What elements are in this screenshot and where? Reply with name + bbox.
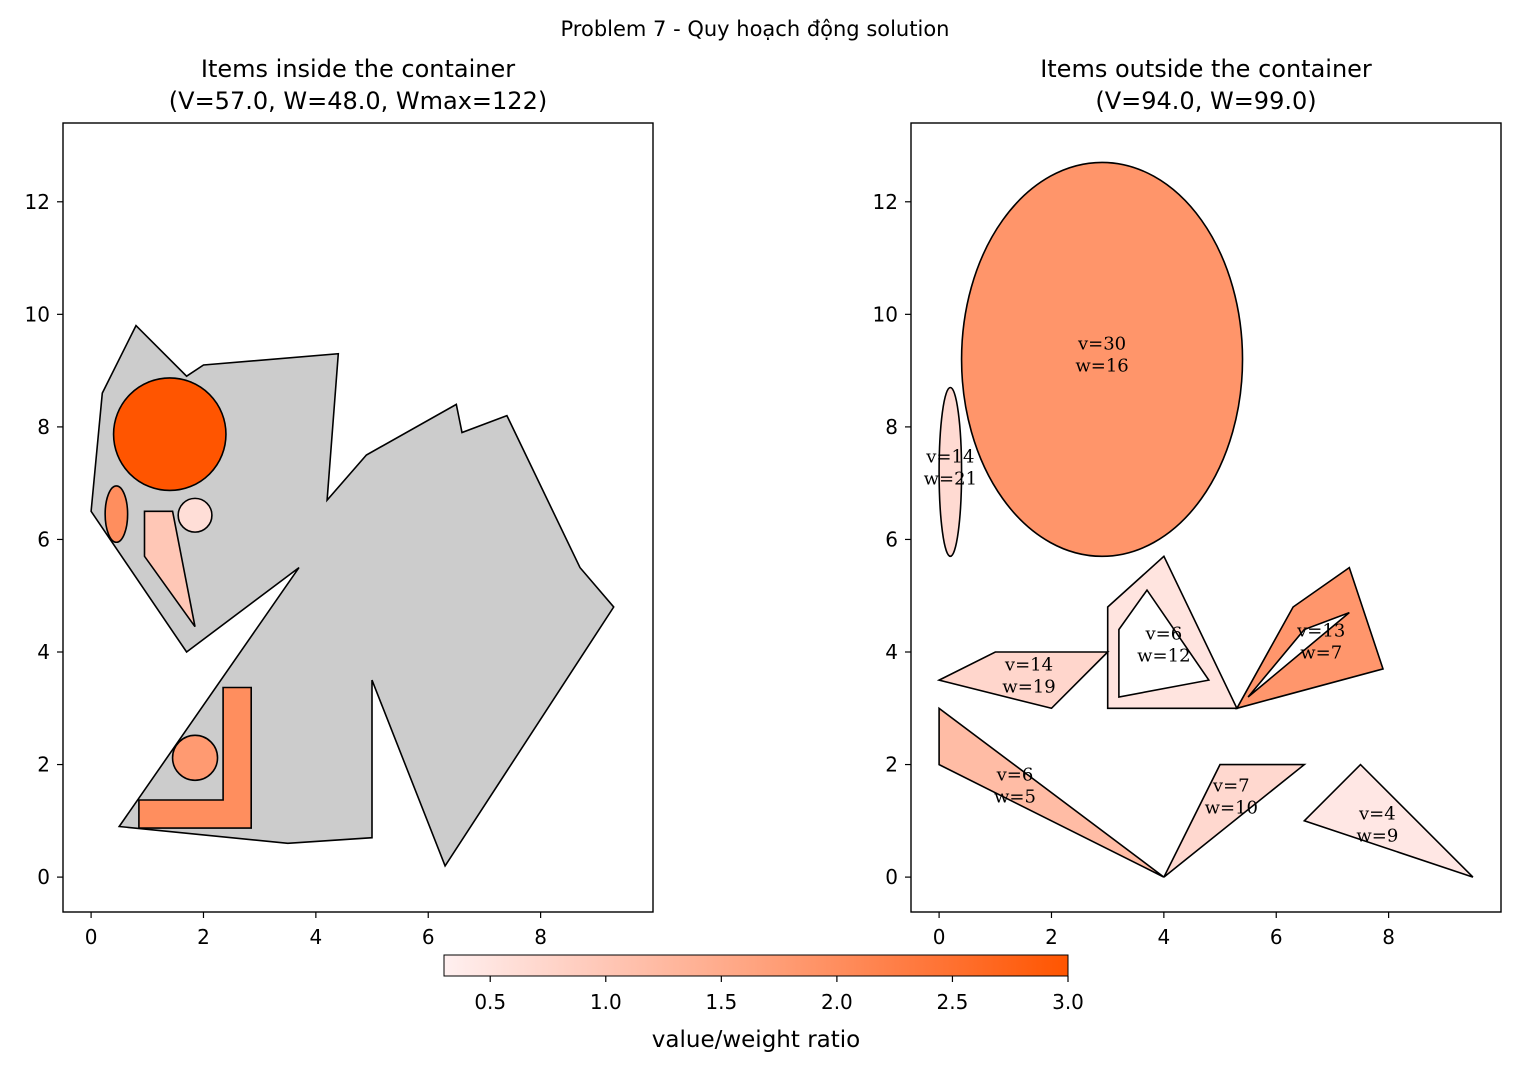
outside-item-2-weight-label: w=21 <box>924 468 977 489</box>
suptitle: Problem 7 - Quy hoạch động solution <box>561 17 950 41</box>
outside-xtick-label: 2 <box>1045 925 1058 949</box>
inside-item-5-polygon <box>138 686 252 829</box>
inside-axes-frame <box>62 122 654 913</box>
colorbar-tick-label: 1.0 <box>590 990 622 1014</box>
inside-ytick-label: 10 <box>25 302 50 326</box>
colorbar-tick-label: 2.0 <box>821 990 853 1014</box>
outside-item-3-weight-label: w=12 <box>1137 646 1190 667</box>
outside-item-6-polygon <box>938 706 1165 878</box>
panel-outside-title-line1: Items outside the container <box>1040 55 1372 83</box>
outside-item-2-ellipse <box>938 386 963 558</box>
outside-ytick-label: 0 <box>885 865 898 889</box>
outside-ytick-label: 12 <box>873 190 898 214</box>
outside-item-5-polygon <box>1235 566 1385 710</box>
inside-ytick-label: 12 <box>25 190 50 214</box>
outside-item-4-weight-label: w=19 <box>1002 677 1055 698</box>
inside-item-4-polygon <box>143 510 196 628</box>
outside-ytick-label: 4 <box>885 640 898 664</box>
outside-item-8-value-label: v=4 <box>1358 804 1396 825</box>
panel-inside-title-line2: (V=57.0, W=48.0, Wmax=122) <box>169 87 547 115</box>
outside-axes-frame <box>910 122 1502 913</box>
outside-item-4-polygon <box>936 651 1110 710</box>
colorbar-gradient <box>443 954 1069 977</box>
outside-ytick-label: 10 <box>873 302 898 326</box>
container-polygon <box>90 324 615 868</box>
inside-xtick-label: 6 <box>422 925 435 949</box>
outside-ytick-label: 8 <box>885 415 898 439</box>
inside-item-2-ellipse <box>104 485 129 544</box>
outside-xtick-label: 8 <box>1382 925 1395 949</box>
panel-inside: Items inside the container (V=57.0, W=48… <box>25 55 654 949</box>
colorbar-ticks: 0.5 1.0 1.5 2.0 2.5 3.0 <box>474 976 1084 1014</box>
outside-xtick-label: 6 <box>1270 925 1283 949</box>
outside-item-5-value-label: v=13 <box>1296 621 1345 642</box>
inside-xtick-label: 0 <box>85 925 98 949</box>
colorbar-tick-label: 3.0 <box>1052 990 1084 1014</box>
outside-item-8-weight-label: w=9 <box>1356 826 1398 847</box>
inside-ytick-label: 0 <box>37 865 50 889</box>
colorbar-label: value/weight ratio <box>652 1027 860 1053</box>
colorbar-tick-label: 0.5 <box>474 990 506 1014</box>
inside-item-3-circle <box>177 497 213 533</box>
outside-xtick-label: 0 <box>933 925 946 949</box>
panel-outside: Items outside the container (V=94.0, W=9… <box>873 55 1502 949</box>
outside-item-1-ellipse <box>960 161 1244 558</box>
inside-item-1-circle <box>112 377 227 492</box>
colorbar: 0.5 1.0 1.5 2.0 2.5 3.0 value/weight ratio <box>443 954 1084 1053</box>
outside-ytick-label: 2 <box>885 753 898 777</box>
outside-item-6-weight-label: w=5 <box>994 786 1036 807</box>
outside-item-1-weight-label: w=16 <box>1075 356 1128 377</box>
inside-ytick-label: 4 <box>37 640 50 664</box>
outside-item-4-value-label: v=14 <box>1004 655 1053 676</box>
panel-inside-title-line1: Items inside the container <box>201 55 515 83</box>
inside-xtick-label: 2 <box>197 925 210 949</box>
outside-item-2-value-label: v=14 <box>925 446 974 467</box>
colorbar-tick-label: 1.5 <box>705 990 737 1014</box>
outside-item-5-weight-label: w=7 <box>1300 643 1342 664</box>
outside-item-3-value-label: v=6 <box>1145 624 1183 645</box>
inside-xtick-label: 8 <box>534 925 547 949</box>
colorbar-tick-label: 2.5 <box>937 990 969 1014</box>
inside-ytick-label: 2 <box>37 753 50 777</box>
panel-inside-plot-area: 0 2 4 6 8 0 2 4 6 8 10 12 <box>25 122 654 949</box>
outside-item-8-polygon <box>1302 763 1474 878</box>
inside-ytick-label: 8 <box>37 415 50 439</box>
outside-item-7-value-label: v=7 <box>1212 776 1250 797</box>
panel-outside-plot-area: v=30w=16v=14w=21v=6w=12v=14w=19v=13w=7v=… <box>873 122 1502 949</box>
outside-item-1-value-label: v=30 <box>1077 334 1126 355</box>
panel-outside-title-line2: (V=94.0, W=99.0) <box>1095 87 1316 115</box>
outside-item-7-weight-label: w=10 <box>1205 798 1258 819</box>
outside-item-6-value-label: v=6 <box>996 764 1034 785</box>
outside-xtick-label: 4 <box>1157 925 1170 949</box>
inside-ytick-label: 6 <box>37 527 50 551</box>
inside-xtick-label: 4 <box>309 925 322 949</box>
outside-item-7-polygon <box>1163 763 1307 878</box>
outside-ytick-label: 6 <box>885 527 898 551</box>
inside-item-6-circle <box>171 734 219 782</box>
